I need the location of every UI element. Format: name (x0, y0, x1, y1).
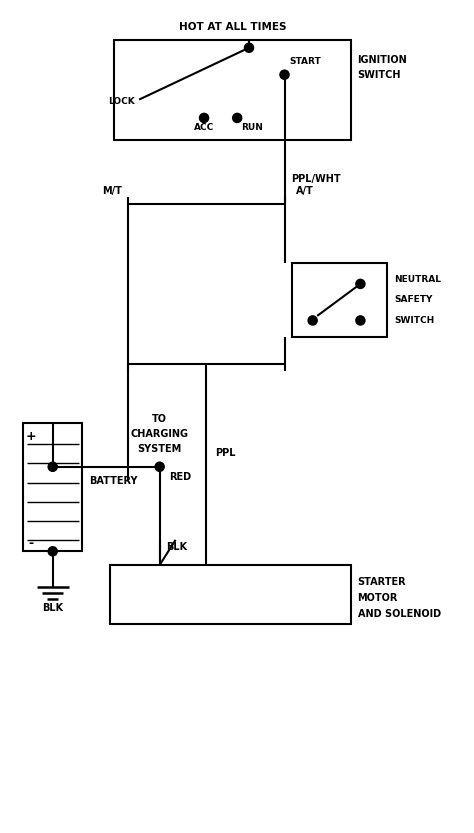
Text: PPL/WHT: PPL/WHT (292, 174, 341, 184)
Bar (292, 263, 387, 337)
Text: START: START (289, 57, 321, 67)
Text: RUN: RUN (241, 123, 263, 132)
Text: TO: TO (152, 414, 167, 424)
Circle shape (155, 462, 164, 471)
Circle shape (233, 113, 242, 122)
Bar (114, 39, 351, 140)
Text: SWITCH: SWITCH (357, 70, 401, 80)
Text: MOTOR: MOTOR (357, 593, 398, 603)
Text: -: - (29, 536, 34, 550)
Circle shape (280, 70, 289, 79)
Text: +: + (26, 430, 36, 442)
Circle shape (308, 316, 317, 325)
Text: SAFETY: SAFETY (394, 296, 432, 305)
Text: M/T: M/T (102, 187, 122, 197)
Text: NEUTRAL: NEUTRAL (394, 275, 441, 284)
Circle shape (48, 462, 57, 471)
Text: ACC: ACC (194, 123, 214, 132)
Text: STARTER: STARTER (357, 576, 406, 586)
Text: PPL: PPL (215, 448, 236, 458)
Text: A/T: A/T (296, 187, 314, 197)
Text: RED: RED (169, 471, 191, 481)
Text: CHARGING: CHARGING (131, 429, 189, 439)
Text: SWITCH: SWITCH (394, 316, 434, 325)
Text: SYSTEM: SYSTEM (137, 444, 182, 454)
Circle shape (48, 546, 57, 556)
Text: LOCK: LOCK (108, 97, 135, 107)
Text: IGNITION: IGNITION (357, 55, 407, 65)
Text: BLK: BLK (166, 541, 188, 551)
Bar (109, 565, 351, 625)
Circle shape (356, 316, 365, 325)
Text: HOT AT ALL TIMES: HOT AT ALL TIMES (179, 22, 286, 32)
Circle shape (245, 43, 254, 52)
Text: BLK: BLK (42, 603, 63, 613)
Circle shape (356, 279, 365, 288)
Text: AND SOLENOID: AND SOLENOID (357, 609, 441, 619)
Bar (23, 423, 82, 551)
Circle shape (200, 113, 209, 122)
Text: BATTERY: BATTERY (89, 476, 137, 486)
